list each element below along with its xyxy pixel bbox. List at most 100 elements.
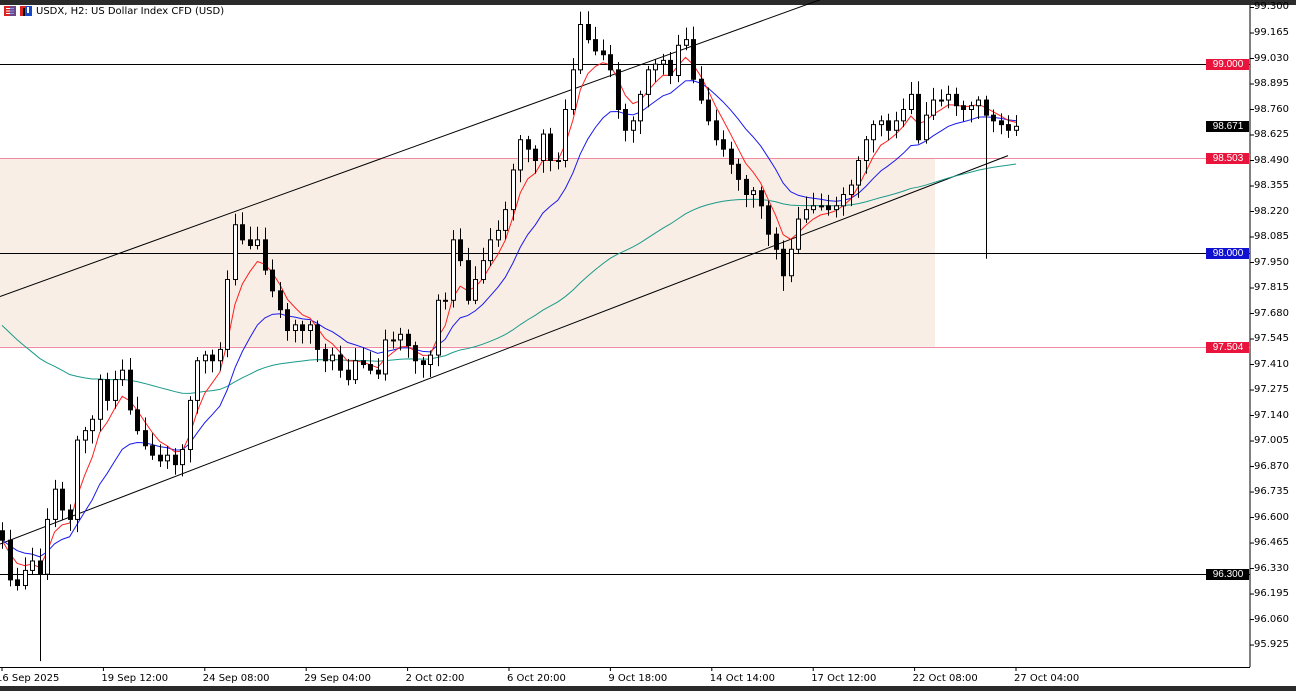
bull-candle bbox=[811, 205, 816, 211]
channel-lower-line bbox=[0, 155, 1009, 545]
bear-candle bbox=[826, 205, 831, 211]
fast-moving-average-line bbox=[1, 56, 1017, 568]
bear-candle bbox=[916, 93, 921, 141]
bull-candle bbox=[473, 279, 478, 301]
bear-candle bbox=[413, 345, 418, 362]
bear-candle bbox=[143, 430, 148, 447]
bear-candle bbox=[586, 23, 591, 41]
bear-candle bbox=[608, 54, 613, 71]
bull-candle bbox=[563, 109, 568, 162]
bull-candle bbox=[308, 324, 313, 332]
bull-candle bbox=[293, 324, 298, 332]
price-tick-label: 96.060 bbox=[1254, 613, 1289, 625]
bear-candle bbox=[991, 114, 996, 122]
price-tick-label: 99.030 bbox=[1254, 52, 1289, 64]
bull-candle bbox=[188, 399, 193, 451]
bull-candle bbox=[30, 560, 35, 571]
time-tick-label: 24 Sep 08:00 bbox=[202, 673, 270, 684]
bull-candle bbox=[646, 69, 651, 95]
bear-candle bbox=[668, 59, 673, 77]
bull-candle bbox=[849, 184, 854, 196]
price-tick-label: 97.275 bbox=[1254, 384, 1289, 396]
bull-candle bbox=[53, 488, 58, 520]
bear-candle bbox=[699, 78, 704, 101]
price-tick-label: 97.950 bbox=[1254, 256, 1289, 268]
price-tick-label: 97.815 bbox=[1254, 282, 1289, 293]
bear-candle bbox=[961, 105, 966, 111]
current-price-label: 98.671 bbox=[1206, 121, 1249, 133]
bear-candle bbox=[285, 309, 290, 332]
bear-candle bbox=[361, 360, 366, 366]
price-tick-label: 98.490 bbox=[1254, 154, 1289, 166]
price-tick-label: 98.625 bbox=[1254, 129, 1289, 140]
price-tick-label: 96.195 bbox=[1254, 588, 1289, 600]
slow-moving-average-line bbox=[1, 163, 1017, 394]
bear-candle bbox=[421, 360, 426, 366]
bear-candle bbox=[1006, 124, 1011, 131]
bull-candle bbox=[653, 63, 658, 71]
bear-candle bbox=[886, 120, 891, 131]
bear-candle bbox=[721, 139, 726, 150]
bear-candle bbox=[8, 539, 13, 581]
price-tick-label: 98.760 bbox=[1254, 103, 1289, 115]
time-tick-label: 16 Sep 2025 bbox=[0, 673, 60, 684]
chart-title: USDX, H2: US Dollar Index CFD (USD) bbox=[36, 5, 225, 17]
bull-candle bbox=[83, 430, 88, 441]
bull-candle bbox=[856, 160, 861, 186]
price-tick-label: 98.355 bbox=[1254, 180, 1289, 191]
price-tick-label: 97.005 bbox=[1254, 435, 1289, 447]
bear-candle bbox=[706, 99, 711, 122]
bear-candle bbox=[601, 50, 606, 56]
bear-candle bbox=[984, 99, 989, 116]
chart-type-icon bbox=[20, 6, 32, 16]
bear-candle bbox=[323, 348, 328, 362]
bear-candle bbox=[38, 560, 43, 575]
bull-candle bbox=[165, 454, 170, 462]
bull-candle bbox=[819, 205, 824, 208]
price-tick-label: 97.680 bbox=[1254, 307, 1289, 319]
bull-candle bbox=[661, 59, 666, 65]
bull-candle bbox=[894, 120, 899, 131]
price-tick-label: 98.085 bbox=[1254, 231, 1289, 242]
bull-candle bbox=[383, 339, 388, 375]
bear-candle bbox=[270, 269, 275, 292]
price-tick-label: 97.410 bbox=[1254, 358, 1289, 370]
level-price-label: 98.503 bbox=[1206, 153, 1249, 165]
bull-candle bbox=[45, 518, 50, 575]
bull-candle bbox=[578, 23, 583, 71]
bull-candle bbox=[225, 279, 230, 350]
bear-candle bbox=[173, 454, 178, 466]
bull-candle bbox=[518, 139, 523, 171]
bear-candle bbox=[315, 324, 320, 350]
time-tick-label: 29 Sep 04:00 bbox=[304, 673, 371, 684]
bear-candle bbox=[346, 369, 351, 381]
bull-candle bbox=[676, 44, 681, 77]
bear-candle bbox=[60, 488, 65, 511]
bull-candle bbox=[195, 360, 200, 401]
bear-candle bbox=[714, 120, 719, 141]
bull-candle bbox=[541, 133, 546, 162]
price-tick-label: 95.925 bbox=[1254, 639, 1289, 651]
bull-candle bbox=[796, 218, 801, 250]
level-price-label: 96.300 bbox=[1206, 569, 1249, 581]
support-resistance-zone bbox=[0, 158, 935, 347]
bull-candle bbox=[879, 120, 884, 126]
bull-candle bbox=[496, 229, 501, 241]
bull-candle bbox=[391, 339, 396, 342]
bull-candle bbox=[90, 418, 95, 432]
bull-candle bbox=[931, 99, 936, 116]
bear-candle bbox=[376, 369, 381, 375]
bull-candle bbox=[834, 205, 839, 211]
bear-candle bbox=[458, 239, 463, 262]
price-tick-label: 96.465 bbox=[1254, 537, 1289, 549]
bear-candle bbox=[736, 163, 741, 180]
bear-candle bbox=[105, 379, 110, 401]
bull-candle bbox=[428, 354, 433, 366]
bull-candle bbox=[451, 239, 456, 301]
bear-candle bbox=[729, 148, 734, 165]
bull-candle bbox=[901, 109, 906, 122]
price-tick-label: 97.140 bbox=[1254, 409, 1289, 421]
bull-candle bbox=[804, 209, 809, 220]
bull-candle bbox=[841, 194, 846, 207]
